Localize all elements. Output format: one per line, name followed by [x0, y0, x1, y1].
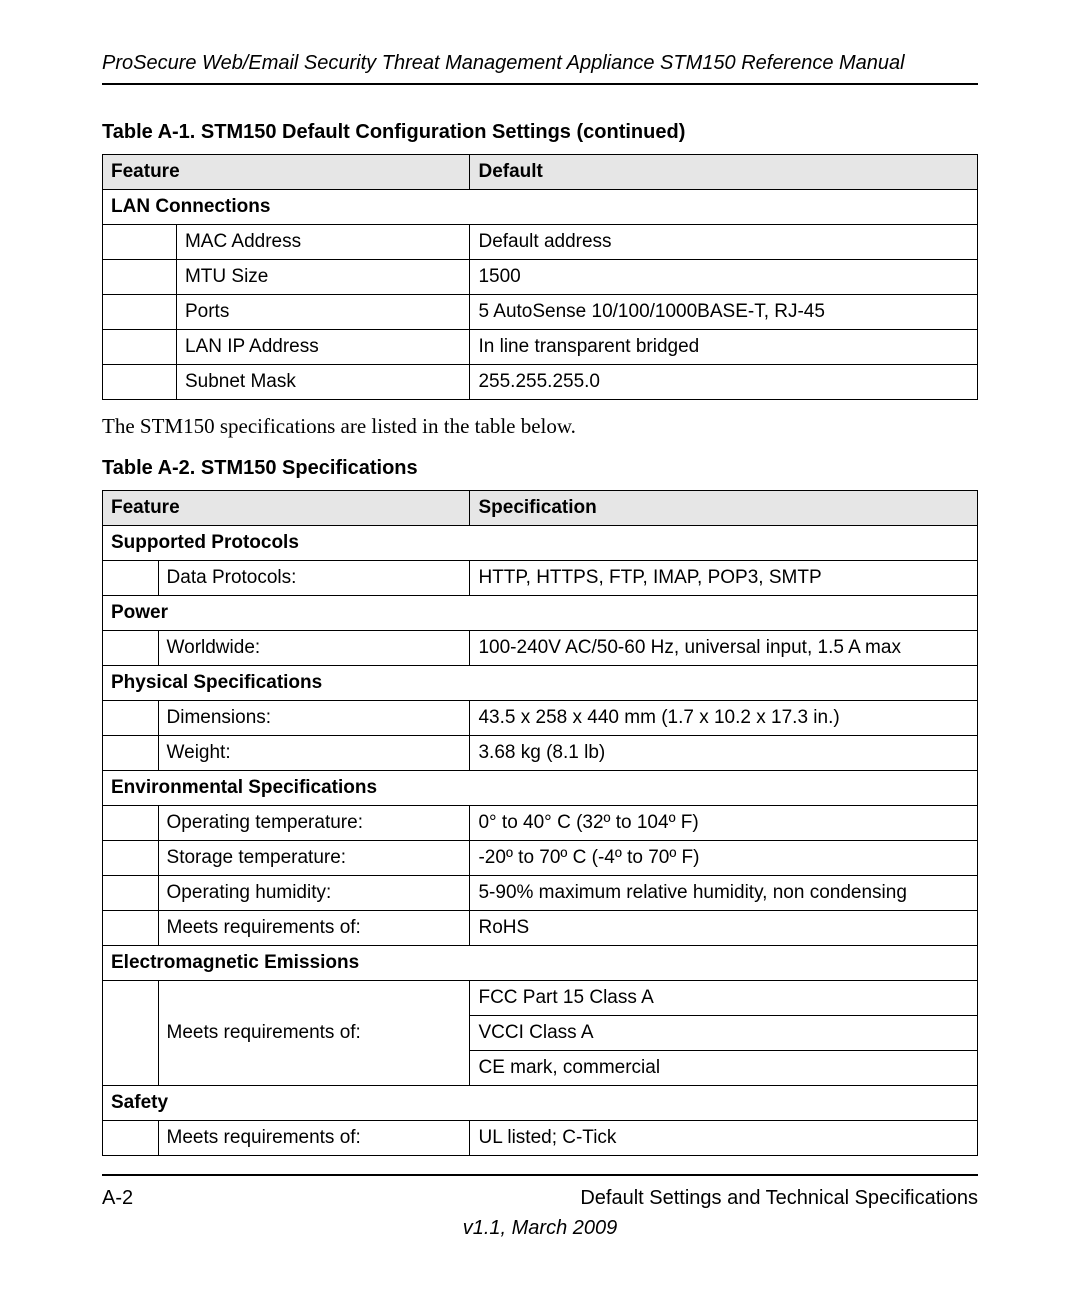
table-row: Subnet Mask 255.255.255.0	[103, 365, 978, 400]
section-protocols: Supported Protocols	[103, 526, 978, 561]
cell-label: Operating humidity:	[158, 876, 470, 911]
cell-value: VCCI Class A	[470, 1016, 978, 1051]
cell-label: Storage temperature:	[158, 841, 470, 876]
cell-label: Data Protocols:	[158, 561, 470, 596]
cell-value: FCC Part 15 Class A	[470, 981, 978, 1016]
cell-value: 3.68 kg (8.1 lb)	[470, 736, 978, 771]
table-row: Meets requirements of: UL listed; C-Tick	[103, 1121, 978, 1156]
footer-version: v1.1, March 2009	[0, 1217, 1080, 1240]
footer-section-title: Default Settings and Technical Specifica…	[580, 1187, 978, 1210]
cell-value: HTTP, HTTPS, FTP, IMAP, POP3, SMTP	[470, 561, 978, 596]
table-row: LAN IP Address In line transparent bridg…	[103, 330, 978, 365]
cell-value: CE mark, commercial	[470, 1051, 978, 1086]
cell-label: Dimensions:	[158, 701, 470, 736]
cell-value: -20º to 70º C (-4º to 70º F)	[470, 841, 978, 876]
table-row: Dimensions: 43.5 x 258 x 440 mm (1.7 x 1…	[103, 701, 978, 736]
cell-label: Meets requirements of:	[158, 911, 470, 946]
table-a2-title: Table A-2. STM150 Specifications	[102, 457, 978, 480]
cell-label: LAN IP Address	[176, 330, 470, 365]
table-a2-header-feature: Feature	[103, 491, 470, 526]
cell-label: Operating temperature:	[158, 806, 470, 841]
table-row: Meets requirements of: RoHS	[103, 911, 978, 946]
table-row: Weight: 3.68 kg (8.1 lb)	[103, 736, 978, 771]
table-a2-header-spec: Specification	[470, 491, 978, 526]
cell-value: 255.255.255.0	[470, 365, 978, 400]
cell-value: 43.5 x 258 x 440 mm (1.7 x 10.2 x 17.3 i…	[470, 701, 978, 736]
table-row: Meets requirements of: FCC Part 15 Class…	[103, 981, 978, 1016]
table-row: Worldwide: 100-240V AC/50-60 Hz, univers…	[103, 631, 978, 666]
cell-value: 0° to 40° C (32º to 104º F)	[470, 806, 978, 841]
table-a2: Feature Specification Supported Protocol…	[102, 490, 978, 1156]
cell-label: Subnet Mask	[176, 365, 470, 400]
table-a1-section-lan: LAN Connections	[103, 190, 978, 225]
table-a1-header-feature: Feature	[103, 155, 470, 190]
page-header: ProSecure Web/Email Security Threat Mana…	[102, 52, 978, 85]
footer-page-number: A-2	[102, 1187, 133, 1210]
cell-value: 1500	[470, 260, 978, 295]
section-power: Power	[103, 596, 978, 631]
table-row: Storage temperature: -20º to 70º C (-4º …	[103, 841, 978, 876]
cell-label: Weight:	[158, 736, 470, 771]
cell-label: Worldwide:	[158, 631, 470, 666]
cell-value: 5 AutoSense 10/100/1000BASE-T, RJ-45	[470, 295, 978, 330]
table-a1-title: Table A-1. STM150 Default Configuration …	[102, 121, 978, 144]
table-row: Operating temperature: 0° to 40° C (32º …	[103, 806, 978, 841]
table-row: MTU Size 1500	[103, 260, 978, 295]
intro-text: The STM150 specifications are listed in …	[102, 414, 978, 439]
table-row: Data Protocols: HTTP, HTTPS, FTP, IMAP, …	[103, 561, 978, 596]
table-row: Ports 5 AutoSense 10/100/1000BASE-T, RJ-…	[103, 295, 978, 330]
cell-value: 100-240V AC/50-60 Hz, universal input, 1…	[470, 631, 978, 666]
table-row: Operating humidity: 5-90% maximum relati…	[103, 876, 978, 911]
cell-value: Default address	[470, 225, 978, 260]
table-a1: Feature Default LAN Connections MAC Addr…	[102, 154, 978, 400]
section-physical: Physical Specifications	[103, 666, 978, 701]
cell-label: MAC Address	[176, 225, 470, 260]
cell-label: Ports	[176, 295, 470, 330]
table-row: MAC Address Default address	[103, 225, 978, 260]
footer-rule	[102, 1174, 978, 1176]
table-a1-header-default: Default	[470, 155, 978, 190]
cell-value: UL listed; C-Tick	[470, 1121, 978, 1156]
footer-line-1: A-2 Default Settings and Technical Speci…	[102, 1187, 978, 1210]
cell-value: In line transparent bridged	[470, 330, 978, 365]
cell-value: RoHS	[470, 911, 978, 946]
section-emi: Electromagnetic Emissions	[103, 946, 978, 981]
section-safety: Safety	[103, 1086, 978, 1121]
cell-label: MTU Size	[176, 260, 470, 295]
cell-label: Meets requirements of:	[158, 1121, 470, 1156]
section-environmental: Environmental Specifications	[103, 771, 978, 806]
cell-value: 5-90% maximum relative humidity, non con…	[470, 876, 978, 911]
cell-label: Meets requirements of:	[158, 981, 470, 1086]
